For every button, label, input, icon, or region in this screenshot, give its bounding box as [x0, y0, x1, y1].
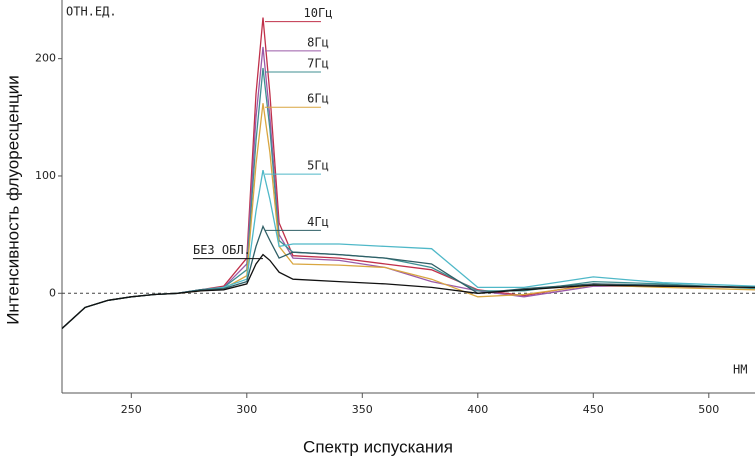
x-tick-label: 450	[583, 403, 604, 416]
series-label: 8Гц	[307, 35, 329, 49]
series-label: 6Гц	[307, 92, 329, 106]
series-line	[61, 103, 755, 329]
series-label: 10Гц	[304, 6, 333, 20]
x-tick-label: 500	[698, 403, 719, 416]
x-tick-label: 350	[352, 403, 373, 416]
y-tick-label: 100	[35, 169, 56, 182]
x-unit: НМ	[733, 363, 747, 377]
series-line	[61, 224, 755, 329]
series-line	[61, 169, 755, 329]
series-label: БЕЗ ОБЛ.	[193, 243, 251, 257]
series-line	[61, 67, 755, 329]
y-unit: ОТН.ЕД.	[66, 5, 117, 19]
series-label: 4Гц	[307, 215, 329, 229]
y-axis-title: Интенсивность флуоресценции	[3, 75, 22, 325]
x-axis-title: Спектр испускания	[303, 437, 453, 456]
y-tick-label: 200	[35, 52, 56, 65]
x-tick-label: 250	[121, 403, 142, 416]
series-line	[61, 253, 755, 329]
x-tick-label: 300	[236, 403, 257, 416]
x-tick-label: 400	[467, 403, 488, 416]
series-label: 5Гц	[307, 159, 329, 173]
y-tick-label: 0	[49, 286, 56, 299]
series-label: 7Гц	[307, 57, 329, 71]
